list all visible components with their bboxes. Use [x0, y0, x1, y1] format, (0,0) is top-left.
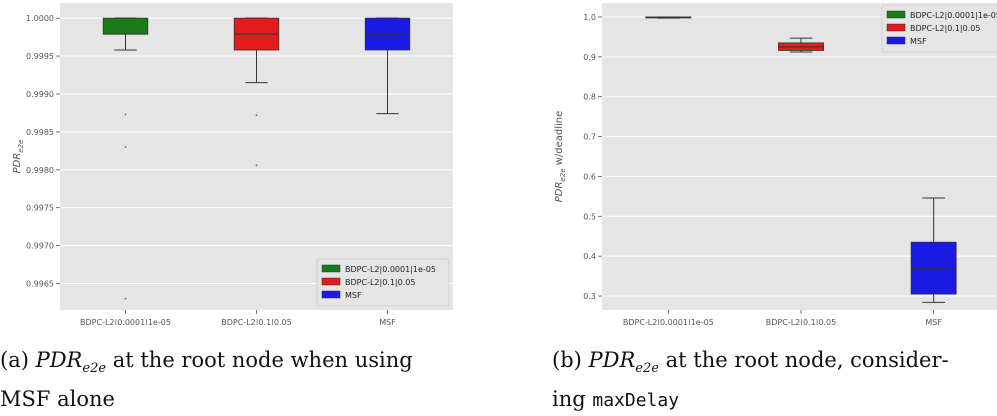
- caption-b-sub: e2e: [635, 361, 659, 376]
- box-0: [102, 17, 149, 300]
- y-axis-label-sub: e2e: [17, 140, 25, 153]
- y-tick-label: 0.9970: [26, 242, 54, 251]
- caption-b-rest: at the root node, consider-: [658, 348, 949, 372]
- y-tick-label: 0.3: [583, 292, 596, 301]
- legend-box: [881, 4, 997, 53]
- x-tick-label: BDPC-L2|0.1|0.05: [766, 318, 836, 325]
- box-iqr: [102, 17, 149, 35]
- legend-swatch: [886, 10, 906, 19]
- caption-b-line2-text: ing: [552, 387, 593, 411]
- y-tick-label: 1.0000: [26, 14, 54, 23]
- y-tick-label: 0.7: [583, 133, 596, 142]
- caption-a-rest: at the root node when using: [106, 348, 413, 372]
- y-tick-label: 0.8: [583, 93, 596, 102]
- y-tick-label: 0.9995: [26, 52, 54, 61]
- y-axis-label: PDRe2e: [12, 140, 25, 174]
- legend-swatch: [886, 23, 906, 32]
- box-2: [364, 17, 411, 115]
- y-tick-label: 0.9975: [26, 204, 54, 213]
- caption-a-prefix: (a): [0, 348, 36, 372]
- caption-b-prefix: (b): [552, 348, 589, 372]
- x-tick-label: BDPC-L2|0.0001|1e-05: [623, 318, 714, 325]
- y-axis-label-main: PDR: [554, 182, 565, 203]
- legend-swatch: [321, 277, 341, 286]
- box-iqr: [910, 241, 957, 295]
- y-axis-label-main: PDR: [12, 153, 23, 174]
- caption-a-math: PDR: [35, 348, 83, 372]
- caption-b-math: PDR: [588, 348, 636, 372]
- box-0: [645, 16, 692, 19]
- y-tick-label: 0.9980: [26, 166, 54, 175]
- chart-b: 1.0 0.9 0.8 0.7 0.6 0.5 0.4 0.3 BDPC-L2|0.0001|1…: [554, 3, 997, 325]
- caption-a-line2: MSF alone: [0, 387, 115, 411]
- y-tick-label: 0.9: [583, 53, 596, 62]
- box-1: [778, 37, 824, 53]
- x-tick-label: BDPC-L2|0.0001|1e-05: [80, 318, 171, 325]
- box-2: [910, 197, 957, 303]
- y-axis-label: PDRe2e w/deadline: [554, 111, 567, 203]
- x-tick-label: MSF: [379, 318, 396, 325]
- legend: BDPC-L2|0.0001|1e-05 BDPC-L2|0.1|0.05 MSF: [881, 4, 997, 53]
- y-tick-label: 0.9985: [26, 128, 54, 137]
- y-axis-label-rest: w/deadline: [554, 111, 565, 169]
- y-tick-label: 1.0: [583, 13, 596, 22]
- y-tick-label: 0.9990: [26, 90, 54, 99]
- chart-a: 1.0000 0.9995 0.9990 0.9985 0.9980 0.9975 0.99…: [12, 3, 453, 325]
- y-tick-label: 0.5: [583, 212, 596, 221]
- outlier-point: [255, 114, 258, 117]
- legend: BDPC-L2|0.0001|1e-05 BDPC-L2|0.1|0.05 MSF: [316, 258, 450, 307]
- x-tick-label: BDPC-L2|0.1|0.05: [221, 318, 291, 325]
- legend-label: BDPC-L2|0.1|0.05: [910, 24, 980, 33]
- y-axis-label-sub: e2e: [559, 168, 567, 181]
- y-tick-label: 0.4: [583, 252, 596, 261]
- legend-box: [316, 258, 450, 307]
- outlier-point: [255, 164, 258, 167]
- legend-label: BDPC-L2|0.0001|1e-05: [345, 265, 436, 274]
- outlier-point: [124, 113, 127, 116]
- caption-b-line2-mono: maxDelay: [592, 390, 680, 411]
- box-1: [233, 17, 280, 167]
- caption-a-line1: (a) PDRe2e at the root node when using: [0, 345, 413, 384]
- legend-label: BDPC-L2|0.1|0.05: [345, 278, 415, 287]
- caption-b-line2: ing maxDelay: [552, 384, 949, 416]
- caption-b: (b) PDRe2e at the root node, consider- i…: [552, 345, 949, 416]
- outlier-point: [124, 297, 127, 300]
- x-tick-label: MSF: [925, 318, 942, 325]
- legend-label: MSF: [345, 291, 362, 300]
- legend-swatch: [886, 36, 906, 45]
- caption-b-line1: (b) PDRe2e at the root node, consider-: [552, 345, 949, 384]
- legend-label: BDPC-L2|0.0001|1e-05: [910, 11, 997, 20]
- y-tick-label: 0.6: [583, 172, 596, 181]
- legend-label: MSF: [910, 37, 927, 46]
- caption-a-sub: e2e: [82, 361, 107, 376]
- legend-swatch: [321, 290, 341, 299]
- caption-a: (a) PDRe2e at the root node when using M…: [0, 345, 413, 414]
- y-tick-label: 0.9965: [26, 279, 54, 288]
- outlier-point: [124, 146, 127, 148]
- legend-swatch: [321, 264, 341, 273]
